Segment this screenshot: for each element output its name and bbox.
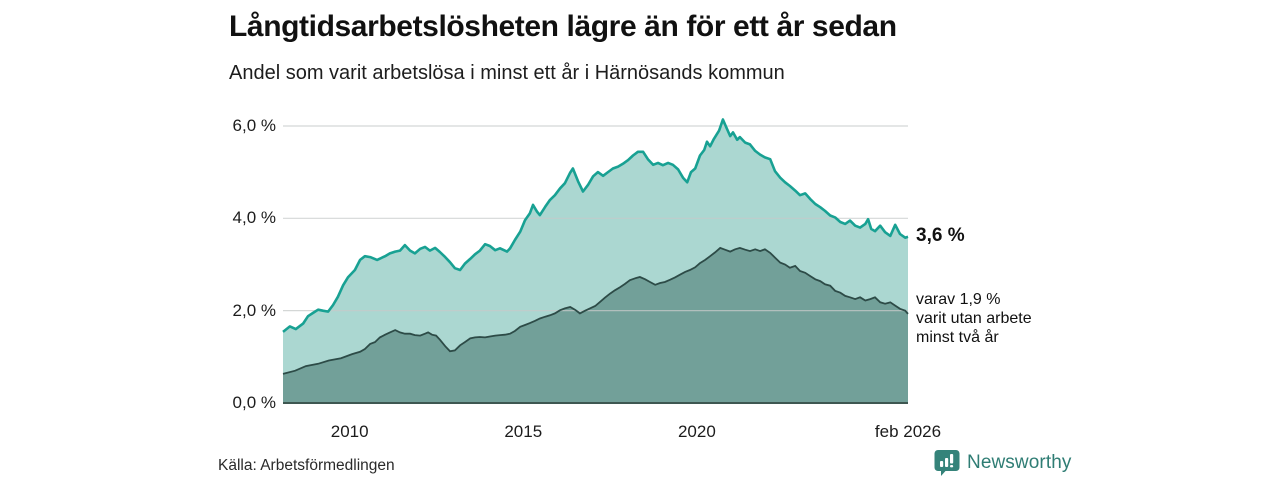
area-subset-fill [283,247,908,403]
x-tick-label: feb 2026 [874,422,942,441]
bar-chart-glyph [940,454,954,468]
line-subset [282,246,909,375]
y-tick-label: 2,0 % [232,300,276,320]
chart-subtitle: Andel som varit arbetslösa i minst ett å… [229,62,785,84]
latest-value-label: 3,6 % [916,224,965,246]
y-tick-label: 6,0 % [232,115,276,135]
line-total [282,118,909,333]
source-note: Källa: Arbetsförmedlingen [218,457,395,474]
subset-value-label: varav 1,9 % varit utan arbete minst två … [916,290,1032,347]
subset-label-line1: varav 1,9 % [916,290,1001,308]
x-tick-label: 2010 [330,422,369,441]
subset-label-line3: minst två år [916,328,999,346]
newsworthy-logo: Newsworthy [934,449,1071,477]
y-tick-label: 4,0 % [232,208,276,228]
x-tick-label: 2015 [504,422,543,441]
y-tick-label: 0,0 % [232,393,276,412]
subset-label-line2: varit utan arbete [916,309,1032,327]
newsworthy-bubble-icon [934,450,960,476]
page-title: Långtidsarbetslösheten lägre än för ett … [229,10,897,43]
x-tick-label: 2020 [677,422,716,441]
brand-name: Newsworthy [967,452,1072,473]
